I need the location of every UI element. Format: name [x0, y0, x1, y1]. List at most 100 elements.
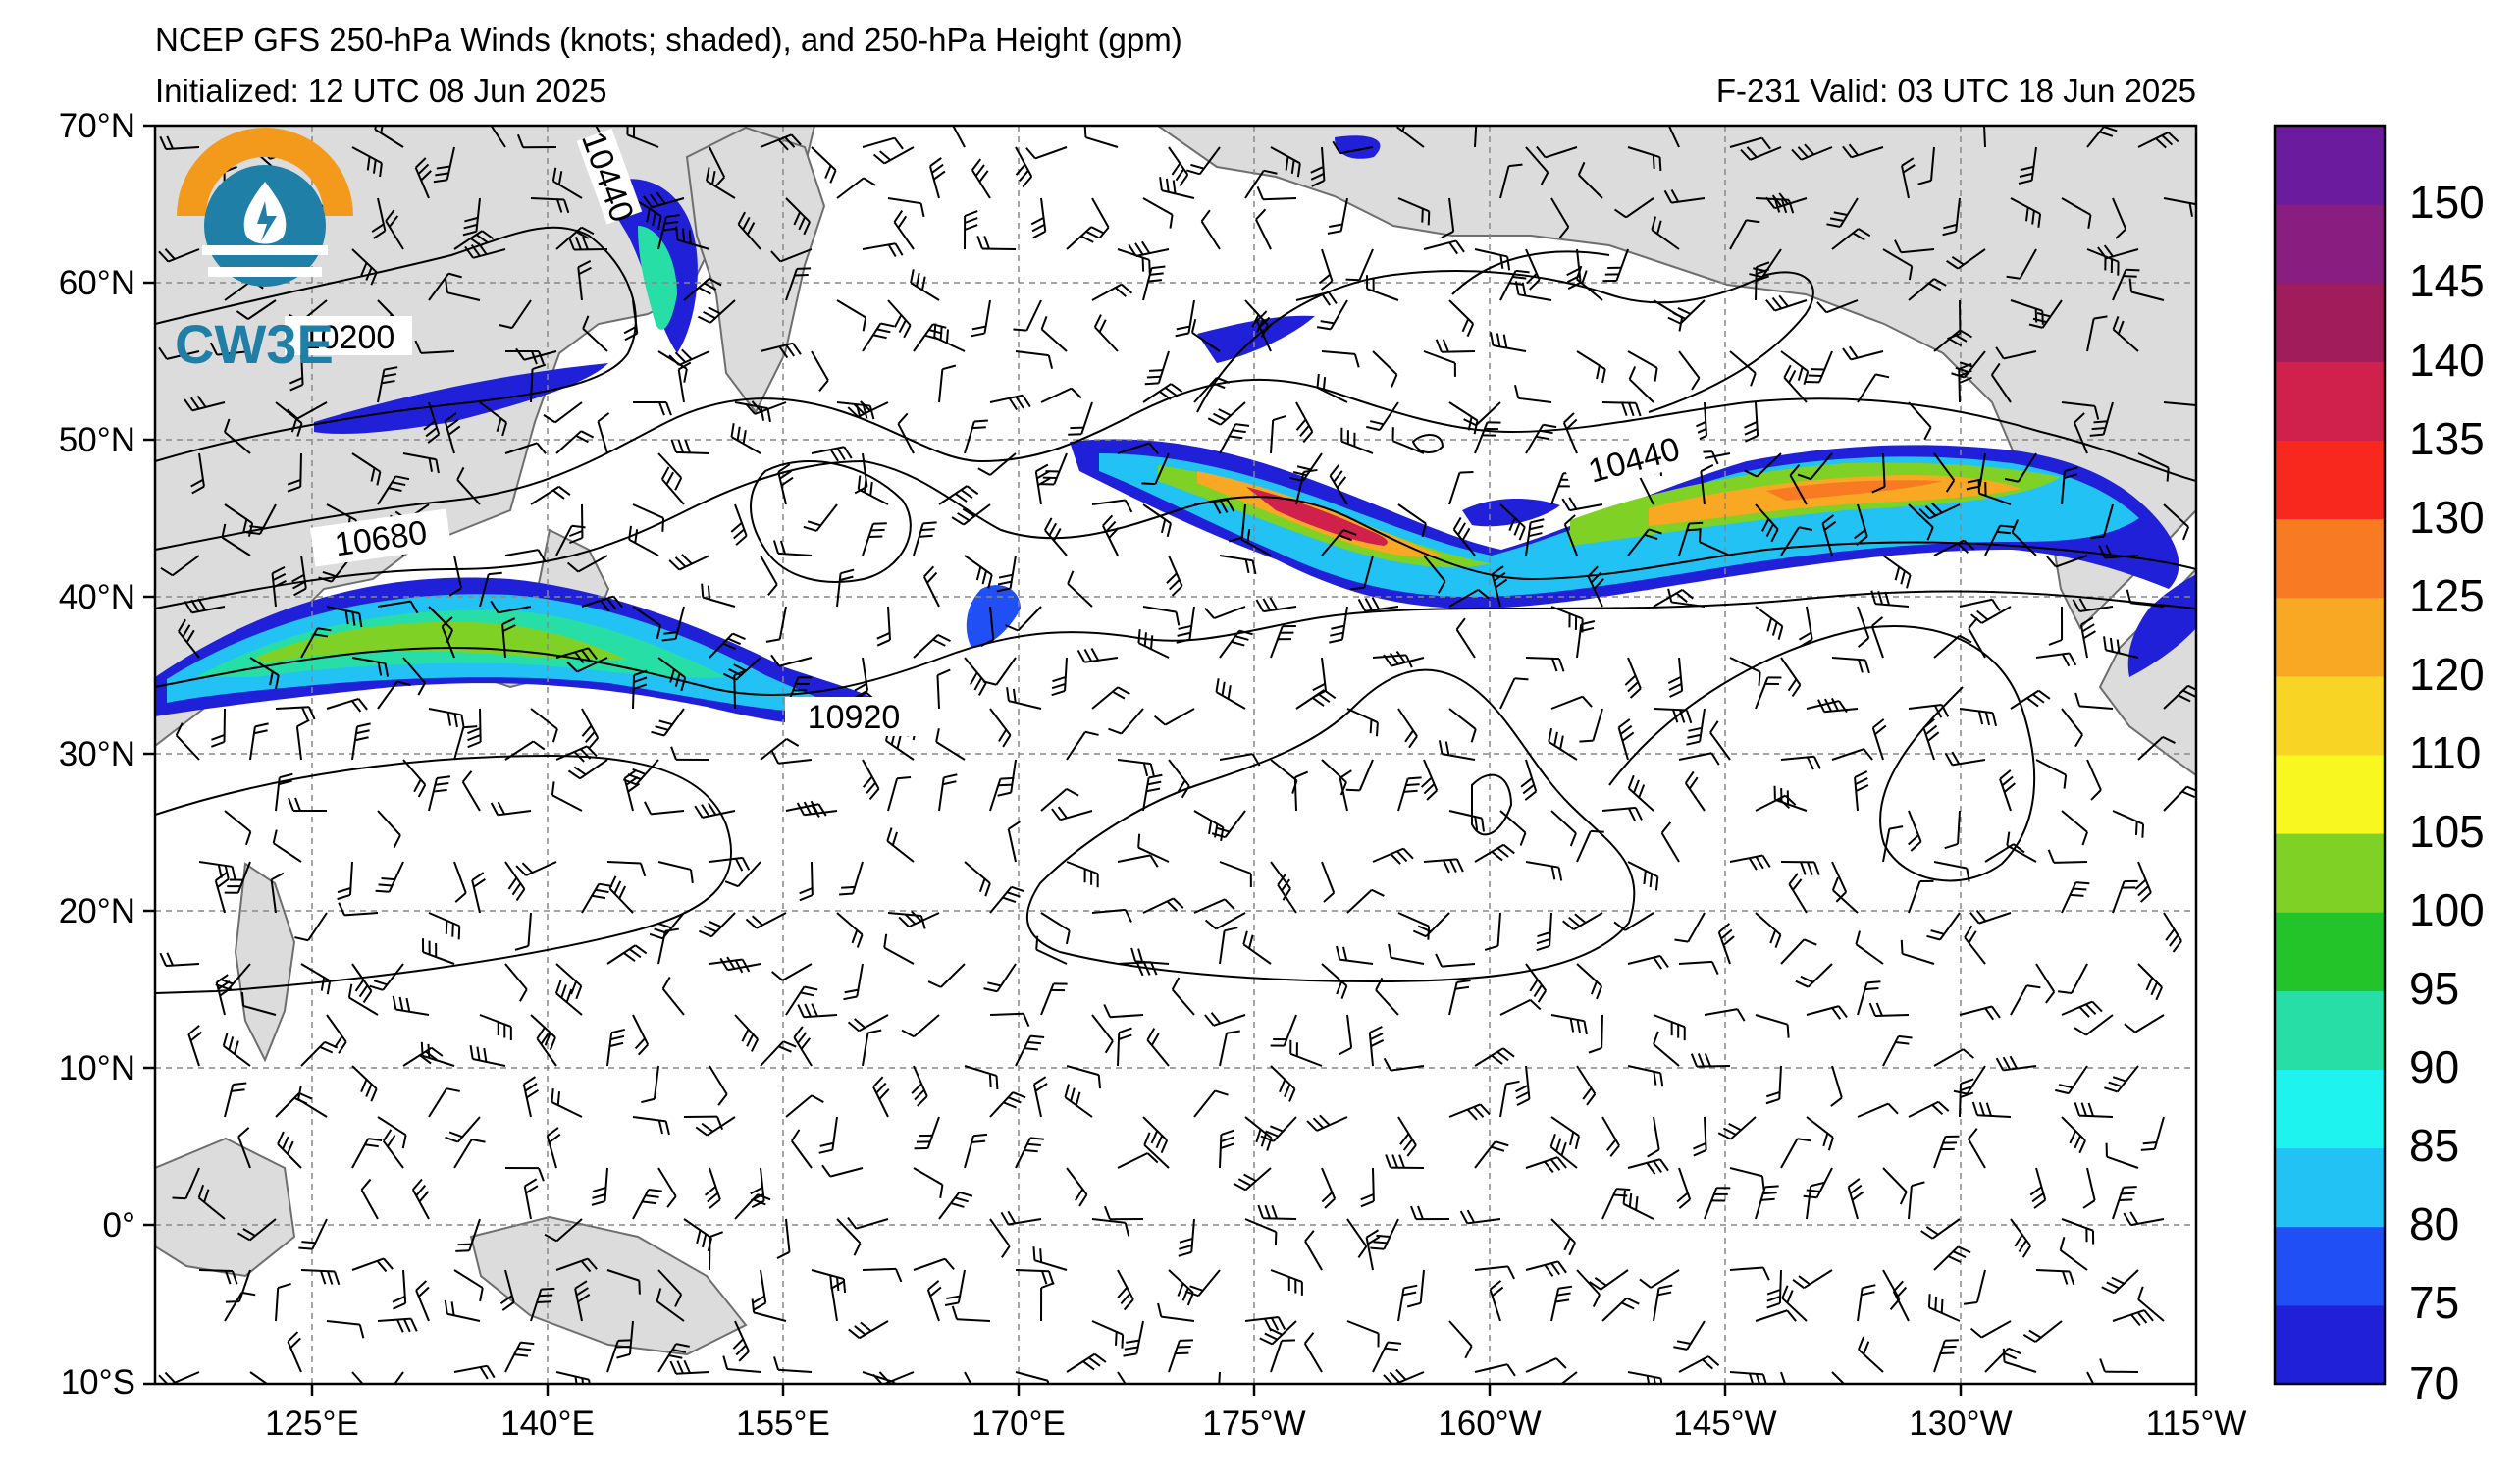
wind-barb [555, 745, 588, 761]
wind-barb-feather [241, 1291, 256, 1297]
wind-barb-feather [1529, 525, 1544, 531]
wind-barb-feather [1141, 482, 1156, 486]
wind-barb-feather [1557, 1260, 1567, 1274]
wind-barb [785, 197, 811, 223]
wind-barb-feather [1320, 280, 1334, 291]
wind-barb [1397, 1288, 1405, 1322]
wind-barb-feather [2057, 990, 2073, 994]
wind-barb [2079, 705, 2114, 710]
wind-barb [1780, 526, 1801, 556]
wind-barb-feather [435, 782, 449, 786]
wind-barb [1441, 350, 1476, 353]
wind-barb-feather [1375, 977, 1384, 991]
wind-barb [214, 880, 226, 914]
wind-barb-feather [1670, 188, 1680, 203]
wind-barb-feather [1522, 783, 1535, 795]
wind-barb-feather [575, 1287, 589, 1297]
wind-barb-feather [1123, 1352, 1137, 1357]
wind-barb-feather [578, 266, 592, 276]
wind-barb [1142, 197, 1174, 216]
wind-barb [1780, 755, 1814, 761]
wind-barb-feather [1288, 1088, 1296, 1102]
wind-barb-feather [1012, 1091, 1026, 1099]
wind-barb [555, 992, 583, 1016]
wind-barb-feather [932, 638, 946, 647]
wind-barb-feather [978, 170, 989, 183]
wind-barb-feather [1781, 1285, 1789, 1299]
wind-barb-feather [228, 1036, 235, 1051]
wind-barb [555, 963, 582, 987]
wind-barb-feather [1957, 542, 1969, 554]
wind-barb [1928, 1306, 1961, 1322]
wind-barb-feather [1551, 658, 1558, 672]
wind-barb-feather [1179, 1237, 1193, 1244]
wind-barb [377, 810, 401, 836]
wind-barb-feather [738, 1351, 750, 1362]
wind-barb-feather [1676, 1192, 1689, 1203]
wind-barb-feather [683, 368, 688, 383]
wind-barb [1379, 401, 1399, 431]
wind-barb-feather [1966, 868, 1970, 882]
wind-barb [1559, 1371, 1578, 1384]
wind-barb-feather [431, 1046, 444, 1057]
wind-barb-feather [1098, 319, 1107, 333]
wind-barb-feather [1216, 826, 1231, 833]
wind-barb-feather [464, 245, 474, 259]
wind-barb-feather [1371, 597, 1381, 610]
wind-barb [2137, 736, 2164, 761]
wind-barb [597, 421, 608, 454]
wind-barb-feather [998, 573, 1014, 579]
wind-barb-feather [1720, 928, 1733, 940]
wind-barb [1219, 555, 1253, 562]
wind-barb-feather [1024, 1047, 1038, 1051]
wind-barb-feather [878, 1371, 890, 1383]
wind-barb [2163, 197, 2196, 206]
wind-barb [456, 1116, 481, 1143]
wind-barb-feather [1908, 266, 1914, 281]
wind-barb [1550, 1288, 1560, 1322]
wind-barb-feather [656, 625, 661, 640]
wind-barb-feather [2090, 789, 2102, 801]
wind-barb-feather [1976, 609, 1989, 621]
wind-barb [479, 573, 490, 608]
wind-barb [1857, 503, 1868, 537]
wind-barb-feather [1015, 396, 1024, 409]
wind-barb-feather [1798, 526, 1813, 532]
wind-barb-feather [910, 269, 915, 284]
wind-barb-feather [613, 880, 622, 894]
wind-barb-feather [338, 1041, 347, 1054]
wind-barb-feather [587, 647, 598, 661]
wind-barb [1600, 1269, 1629, 1291]
wind-barb [1448, 401, 1479, 422]
wind-barb-feather [471, 1139, 486, 1143]
wind-barb-feather [674, 672, 681, 687]
wind-barb-feather [701, 1234, 708, 1248]
wind-barb-feather [575, 231, 590, 239]
wind-barb-feather [649, 193, 659, 206]
wind-barb [1161, 1315, 1195, 1322]
wind-barb-feather [2020, 165, 2034, 172]
wind-barb [411, 1189, 430, 1220]
wind-barb [627, 133, 659, 148]
wind-barb-feather [1900, 570, 1906, 585]
wind-barb-feather [1329, 464, 1339, 477]
wind-barb-feather [1969, 912, 1980, 925]
wind-barb-feather [1150, 635, 1154, 650]
wind-barb-feather [1555, 1298, 1570, 1303]
wind-barb-feather [964, 217, 978, 224]
wind-barb [1700, 471, 1706, 505]
wind-barb [872, 1086, 889, 1118]
wind-barb-feather [1822, 1133, 1829, 1147]
wind-barb-feather [354, 736, 369, 742]
wind-barb-feather [1220, 1136, 1234, 1142]
wind-barb-feather [842, 1278, 847, 1294]
wind-barb-feather [203, 1189, 210, 1203]
wind-barb [422, 951, 455, 965]
wind-barb-feather [1184, 1290, 1199, 1298]
wind-barb-feather [784, 136, 796, 148]
wind-barb-feather [2085, 1003, 2097, 1016]
colorbar-block [2275, 440, 2385, 520]
wind-barb [551, 794, 583, 812]
wind-barb-feather [741, 857, 751, 871]
wind-barb-feather [677, 439, 684, 453]
